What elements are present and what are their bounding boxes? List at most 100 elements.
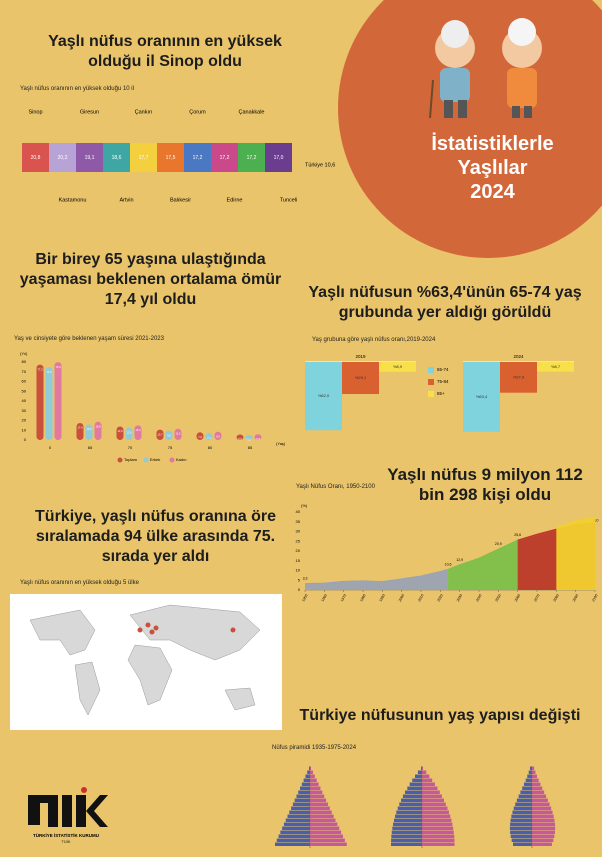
pyramid-bar	[422, 826, 454, 830]
y-tick-label: 30	[22, 408, 27, 413]
value-label: %29,1	[355, 375, 367, 380]
pyramid-bar	[310, 782, 319, 786]
pyramid-title: Nüfus piramidi 1935-1975-2024	[272, 745, 357, 751]
pyramid-bar	[532, 822, 556, 826]
pyramid-bar	[412, 778, 422, 782]
value-label: %8,9	[393, 364, 403, 369]
map-highlights	[137, 622, 236, 635]
pyramid-bar	[291, 806, 310, 810]
pyramid-bar	[510, 818, 532, 822]
y-tick-label: 40	[296, 509, 301, 514]
category-label: Tunceli	[280, 197, 298, 203]
pyramid-bar	[532, 778, 539, 782]
value-label: 15,0	[135, 428, 141, 432]
pyramid-bar	[393, 818, 422, 822]
pyramid-bar	[310, 806, 330, 810]
legend-swatch	[428, 367, 434, 373]
area-line	[304, 568, 449, 585]
pyramid-bar	[515, 802, 532, 806]
x-tick-label: 2100	[591, 594, 598, 603]
y-tick-label: 0	[298, 587, 301, 592]
bar-segment	[103, 143, 130, 172]
bar	[214, 431, 222, 440]
pyramid-bar	[392, 826, 422, 830]
logo-subtitle: TÜRKİYE İSTATİSTİK KURUMU	[33, 832, 99, 838]
pyramid-bar	[422, 810, 449, 814]
pyramid-bar	[422, 770, 427, 774]
value-label: 17,5	[166, 155, 176, 161]
legend-swatch	[428, 379, 434, 385]
category-label: 2024	[513, 354, 524, 359]
pyramid-bar	[532, 806, 552, 810]
pyramid-bar	[310, 770, 313, 774]
bar	[342, 362, 379, 395]
y-tick-label: 50	[22, 388, 27, 393]
pyramid-bar	[296, 794, 310, 798]
section-heading: Bir birey 65 yaşına ulaştığında yaşaması…	[19, 251, 282, 308]
category-label: Çorum	[189, 109, 206, 115]
value-label: 15,9	[86, 427, 92, 431]
pyramid-bar	[511, 838, 532, 842]
value-label: 17,2	[247, 155, 257, 161]
pyramid-bar	[512, 810, 532, 814]
legend-swatch	[143, 457, 149, 463]
x-axis-label: (Yaş)	[276, 441, 286, 446]
pyramid-bar	[310, 774, 315, 778]
pyramid-bar	[310, 810, 332, 814]
legend-label: 85+	[437, 391, 445, 396]
pyramid-bar	[532, 782, 541, 786]
chart-title: Yaşlı Nüfus Oranı, 1950-2100	[296, 484, 375, 490]
x-tick-label: 65	[88, 445, 93, 450]
pyramid-bar	[532, 814, 554, 818]
pyramid-bar	[511, 814, 532, 818]
y-tick-label: 10	[296, 568, 301, 573]
legend-label: Erkek	[150, 457, 160, 462]
category-label: Giresun	[80, 109, 99, 115]
bar-segment	[265, 143, 292, 172]
pyramid-bar	[532, 818, 555, 822]
y-tick-label: 10	[22, 427, 27, 432]
y-tick-label: 70	[22, 369, 27, 374]
pyramid-bar	[516, 798, 532, 802]
x-tick-label: 85	[248, 445, 253, 450]
bar	[165, 430, 173, 440]
pyramid-bar	[303, 778, 310, 782]
value-label: 79,9	[55, 365, 61, 369]
value-label: 7,1	[207, 436, 211, 440]
pyramid-bar	[395, 814, 422, 818]
bar	[94, 421, 102, 440]
pyramid-bar	[422, 782, 435, 786]
area-fill	[556, 517, 595, 590]
pyramid-bar	[532, 838, 554, 842]
bar	[156, 429, 164, 440]
category-label: Sinop	[28, 109, 42, 115]
y-tick-label: 15	[296, 558, 301, 563]
bar	[76, 423, 84, 440]
pyramid-bar	[278, 834, 310, 838]
x-tick-label: 1990	[379, 594, 386, 603]
pyramid-bar	[310, 778, 317, 782]
x-tick-label: 0	[49, 445, 52, 450]
value-label: 33,0	[592, 519, 599, 523]
pyramid-bar	[393, 822, 422, 826]
pyramid-bar	[417, 770, 422, 774]
pyramid-bar	[422, 806, 448, 810]
pyramid-bar	[310, 818, 336, 822]
pyramid-bar	[532, 794, 547, 798]
x-tick-label: 2070	[533, 594, 540, 603]
legend-swatch	[428, 391, 434, 397]
value-label: 11,5	[176, 431, 181, 435]
pyramid-bar	[422, 798, 444, 802]
legend-label: Toplam	[124, 457, 138, 462]
bar	[254, 434, 262, 440]
pyramid-bar	[510, 834, 532, 838]
bar-segment	[22, 143, 49, 172]
value-label: 20,8	[31, 155, 41, 161]
category-label: Kastamonu	[59, 197, 87, 203]
x-tick-label: 75	[168, 445, 173, 450]
x-tick-label: 2050	[495, 594, 502, 603]
value-label: 17,2	[220, 155, 230, 161]
value-label: 18,8	[95, 424, 101, 428]
section-heading: Türkiye, yaşlı nüfus oranına öre sıralam…	[35, 508, 276, 565]
